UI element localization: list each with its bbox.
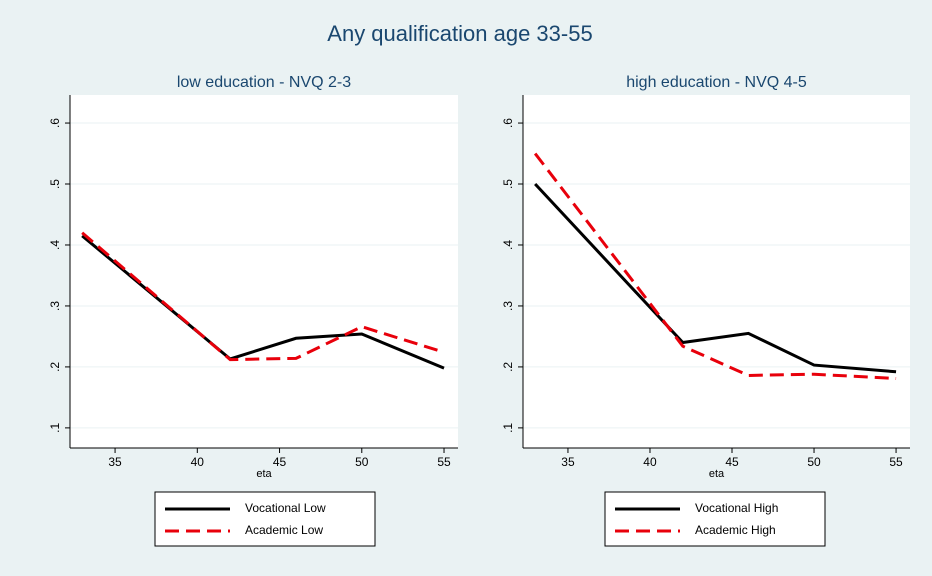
x-tick-label: 50	[355, 455, 369, 469]
x-tick-label: 45	[273, 455, 287, 469]
y-tick-label: .1	[501, 423, 515, 433]
panel-title: low education - NVQ 2-3	[177, 74, 351, 91]
x-tick-label: 50	[807, 455, 821, 469]
series-line	[533, 152, 897, 380]
y-tick-label: .2	[501, 362, 515, 372]
legend-label: Academic High	[695, 523, 776, 537]
y-tick-label: .2	[48, 362, 62, 372]
y-tick-label: .1	[48, 423, 62, 433]
x-tick-label: 35	[561, 455, 575, 469]
x-tick-label: 40	[191, 455, 205, 469]
y-tick-label: .6	[48, 118, 62, 128]
y-tick-label: .6	[501, 118, 515, 128]
plot-area	[523, 95, 910, 448]
x-tick-label: 35	[108, 455, 122, 469]
series-line	[81, 231, 445, 362]
x-tick-label: 55	[889, 455, 903, 469]
y-tick-label: .5	[48, 179, 62, 189]
plot-area	[70, 95, 458, 448]
y-tick-label: .5	[501, 179, 515, 189]
legend-label: Academic Low	[245, 523, 323, 537]
legend-label: Vocational High	[695, 501, 778, 515]
panel-title: high education - NVQ 4-5	[626, 74, 807, 91]
series-line	[534, 182, 897, 374]
y-tick-label: .4	[501, 240, 515, 250]
legend-box	[154, 491, 376, 547]
x-tick-label: 45	[725, 455, 739, 469]
x-tick-label: 40	[643, 455, 657, 469]
y-tick-label: .4	[48, 240, 62, 250]
legend-box	[604, 491, 826, 547]
x-axis-label: eta	[256, 468, 272, 480]
y-tick-label: .3	[501, 301, 515, 311]
x-axis-label: eta	[709, 468, 725, 480]
legend-label: Vocational Low	[245, 501, 326, 515]
x-tick-label: 55	[437, 455, 451, 469]
chart-title: Any qualification age 33-55	[327, 21, 592, 46]
y-tick-label: .3	[48, 301, 62, 311]
